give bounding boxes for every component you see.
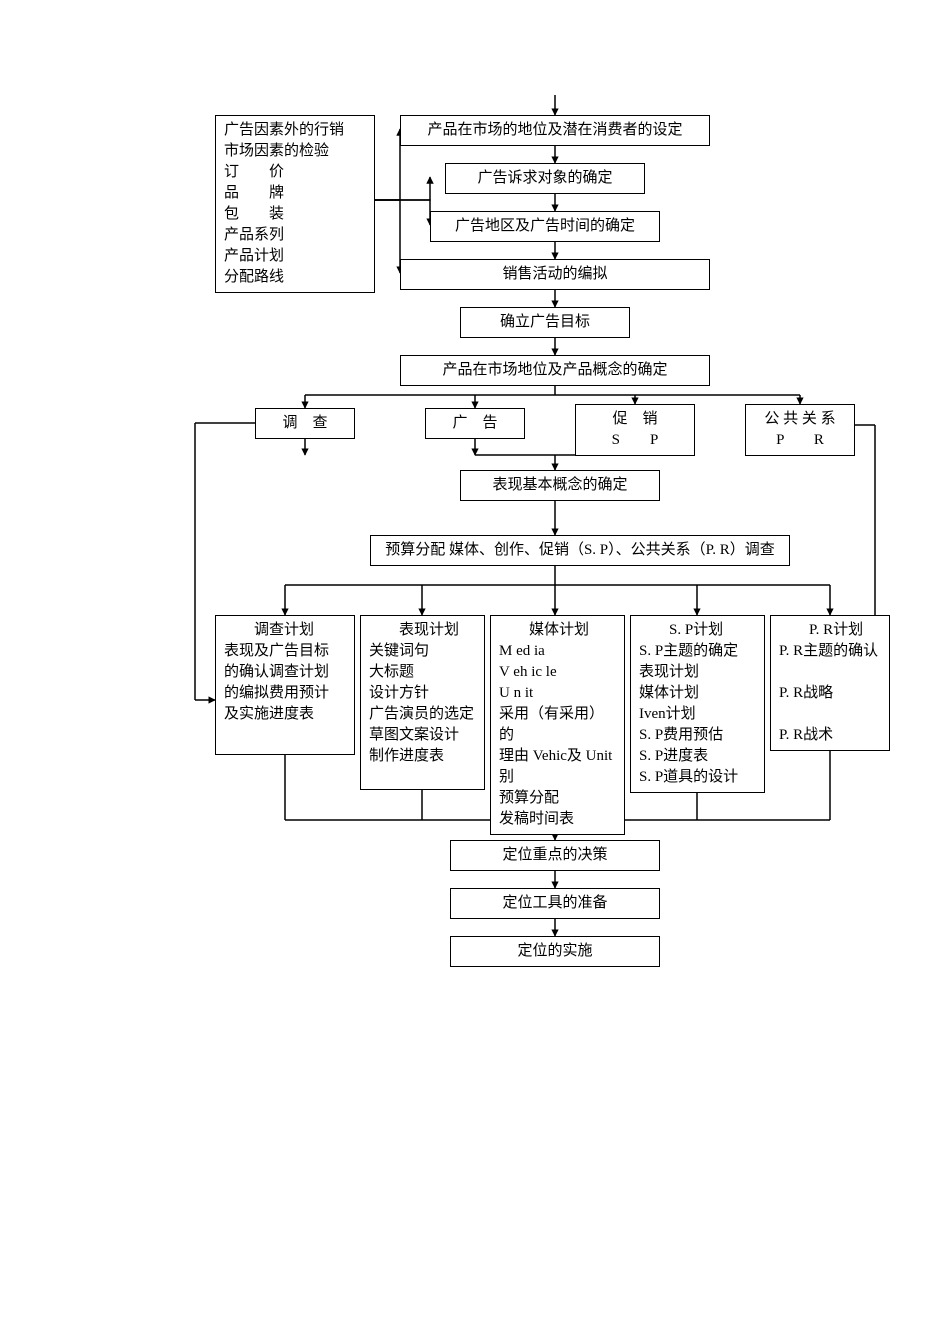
node-b_sp: 促 销 S P	[575, 404, 695, 456]
node-d2: 定位工具的准备	[450, 888, 660, 919]
node-n6: 产品在市场地位及产品概念的确定	[400, 355, 710, 386]
node-p2: 表现计划 关键词句 大标题 设计方针 广告演员的选定 草图文案设计 制作进度表	[360, 615, 485, 790]
node-n4: 销售活动的编拟	[400, 259, 710, 290]
node-n2: 广告诉求对象的确定	[445, 163, 645, 194]
node-sidebox: 广告因素外的行销 市场因素的检验 订 价 品 牌 包 装 产品系列 产品计划 分…	[215, 115, 375, 293]
node-d3: 定位的实施	[450, 936, 660, 967]
node-p1: 调查计划 表现及广告目标 的确认调查计划 的编拟费用预计 及实施进度表	[215, 615, 355, 755]
flowchart-stage: 广告因素外的行销 市场因素的检验 订 价 品 牌 包 装 产品系列 产品计划 分…	[0, 0, 950, 1344]
node-n3: 广告地区及广告时间的确定	[430, 211, 660, 242]
node-n8: 预算分配 媒体、创作、促销（S. P）、公共关系（P. R）调查	[370, 535, 790, 566]
node-p5: P. R计划 P. R主题的确认 P. R战略 P. R战术	[770, 615, 890, 751]
node-b_ad: 广 告	[425, 408, 525, 439]
node-b_pr: 公 共 关 系 P R	[745, 404, 855, 456]
node-d1: 定位重点的决策	[450, 840, 660, 871]
node-n5: 确立广告目标	[460, 307, 630, 338]
node-b_survey: 调 查	[255, 408, 355, 439]
node-n7: 表现基本概念的确定	[460, 470, 660, 501]
node-n1: 产品在市场的地位及潜在消费者的设定	[400, 115, 710, 146]
node-p3: 媒体计划 M ed ia V eh ic le U n it 采用（有采用）的 …	[490, 615, 625, 835]
node-p4: S. P计划 S. P主题的确定 表现计划 媒体计划 Iven计划 S. P费用…	[630, 615, 765, 793]
